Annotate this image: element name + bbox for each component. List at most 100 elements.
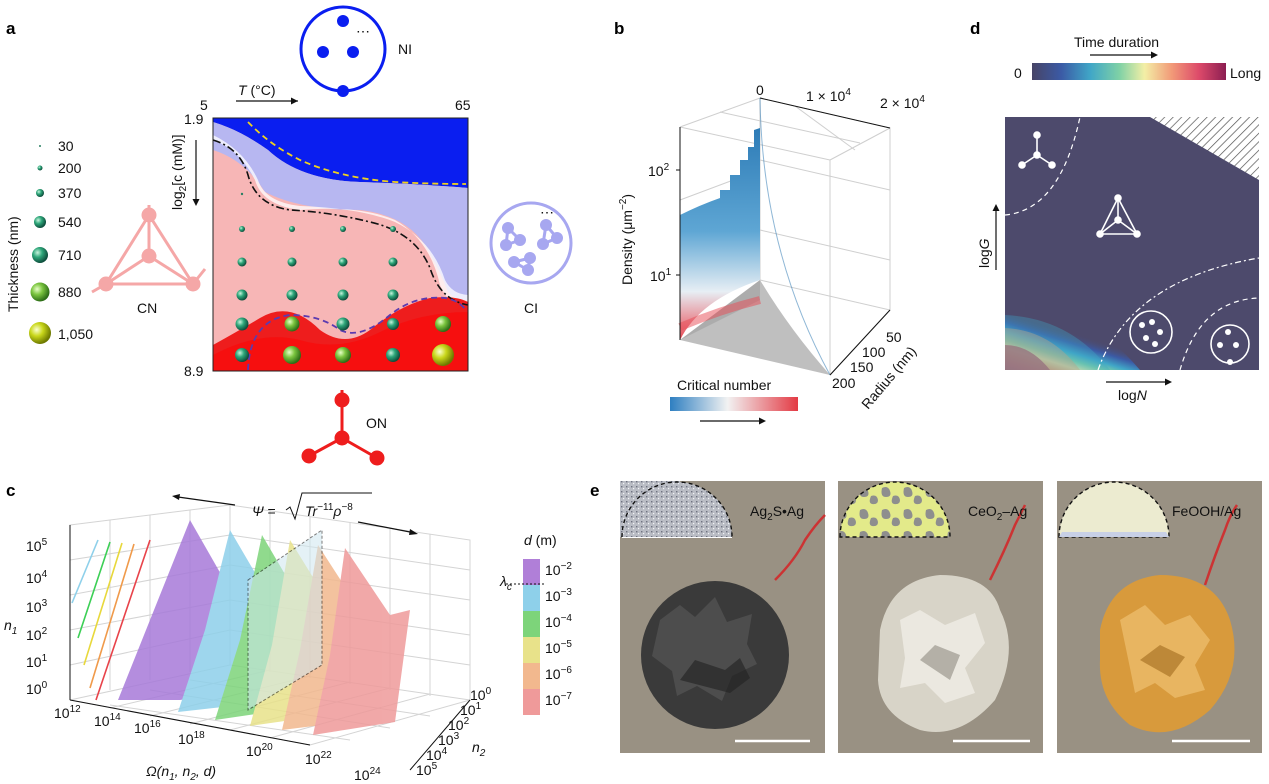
- omega-tick: 1014: [94, 712, 121, 729]
- thickness-value: 540: [58, 214, 82, 230]
- time-duration-colorbar: [1032, 63, 1226, 80]
- top-tick: 1 × 104: [806, 87, 851, 104]
- phase-diagram: [212, 117, 469, 372]
- d-legend-value: 10−6: [545, 665, 572, 682]
- island-network-icon: [1129, 310, 1173, 354]
- omega-tick: 1024: [354, 766, 381, 783]
- thickness-value: 30: [58, 138, 74, 154]
- panel-d: d Time duration 0 Long: [970, 19, 1261, 403]
- omega-tick: 1012: [54, 704, 81, 721]
- sample-photo-ceo2: CeO2–Ag: [838, 481, 1043, 753]
- d-legend-value: 10−7: [545, 691, 572, 708]
- conc-axis-title: log2[c (mM)]: [169, 134, 189, 210]
- ni-phase-icon: ⋯ NI: [299, 5, 412, 97]
- n1-tick: 101: [26, 653, 48, 670]
- svg-text:⋯: ⋯: [540, 204, 554, 220]
- sample-label: Ag2S•Ag: [750, 503, 804, 523]
- svg-text:Tr−11ρ−8: Tr−11ρ−8: [305, 502, 353, 519]
- on-label: ON: [366, 415, 387, 431]
- n2-tick: 100: [470, 686, 492, 703]
- n2-axis-title: n2: [472, 739, 486, 759]
- panel-a-letter: a: [6, 19, 16, 38]
- d-legend: d (m) λc 10−2 10−3 10−4 10−5 10−6 10−7: [499, 532, 572, 715]
- panel-a: a: [5, 5, 573, 466]
- omega-axis: 1012 1014 1016 1018 1020 1022 1024 Ω(n1,…: [54, 699, 381, 783]
- sheet-d-1e-7: [313, 548, 410, 735]
- n1-tick: 104: [26, 569, 48, 586]
- omega-tick: 1020: [246, 742, 273, 759]
- temp-min-label: 5: [200, 97, 208, 113]
- ci-phase-icon: ⋯ CI: [489, 201, 573, 316]
- temp-axis-title: T (°C): [238, 82, 276, 98]
- sample-label: FeOOH/Ag: [1172, 503, 1241, 519]
- thickness-legend: 30 200 370 540 710 880 1,050: [29, 138, 93, 344]
- thickness-value: 370: [58, 185, 82, 201]
- omega-tick: 1022: [305, 750, 332, 767]
- critical-number-colorbar: [670, 397, 798, 411]
- radius-tick: 150: [850, 359, 874, 375]
- time-min-label: 0: [1014, 65, 1022, 81]
- panel-c-letter: c: [6, 481, 15, 500]
- d-legend-value: 10−3: [545, 587, 572, 604]
- omega-axis-title: Ω(n1, n2, d): [146, 763, 216, 783]
- thickness-value: 200: [58, 160, 82, 176]
- d-legend-title: d (m): [524, 532, 557, 548]
- density-staircase-surface: [680, 98, 760, 340]
- radius-tick: 200: [832, 375, 856, 391]
- time-map-rainbow: [1005, 300, 1140, 370]
- panel-e-letter: e: [590, 481, 599, 500]
- radius-tick: 100: [862, 344, 886, 360]
- thickness-spheres: [235, 192, 454, 366]
- ci-label: CI: [524, 300, 538, 316]
- d-legend-value: 10−5: [545, 639, 572, 656]
- conc-max-label: 8.9: [184, 363, 204, 379]
- n2-tick: 102: [448, 716, 470, 733]
- critical-surface: [680, 280, 830, 375]
- n1-tick: 103: [26, 598, 48, 615]
- forbidden-region: [1150, 117, 1259, 180]
- n1-tick: 105: [26, 537, 48, 554]
- panel-c: c: [4, 481, 572, 783]
- top-tick: 0: [756, 82, 764, 98]
- n2-tick: 101: [460, 701, 482, 718]
- svg-text:⋯: ⋯: [356, 23, 370, 39]
- omega-tick: 1016: [134, 719, 161, 736]
- network-icon: [1096, 194, 1141, 238]
- time-duration-title: Time duration: [1074, 34, 1159, 50]
- omega-tick: 1018: [178, 730, 205, 747]
- boundary-lines: [71, 539, 151, 701]
- critical-number-title: Critical number: [677, 377, 771, 393]
- sample-photo-feooh: FeOOH/Ag: [1057, 481, 1262, 753]
- d-legend-value: 10−2: [545, 561, 572, 578]
- sample-photo-ag2s: Ag2S•Ag: [620, 481, 826, 753]
- n2-tick: 104: [426, 746, 448, 763]
- radius-tick: 50: [886, 329, 902, 345]
- ni-label: NI: [398, 41, 412, 57]
- panel-b-letter: b: [614, 19, 624, 38]
- cn-label: CN: [137, 300, 157, 316]
- critical-plane: [247, 529, 323, 711]
- log-n-axis-title: logN: [1118, 387, 1148, 403]
- density-tick: 101: [650, 267, 672, 284]
- n1-tick: 100: [26, 680, 48, 697]
- thickness-value: 1,050: [58, 326, 93, 342]
- sample-label: CeO2–Ag: [968, 503, 1027, 523]
- log-g-axis-title: logG: [976, 238, 992, 268]
- n1-tick: 102: [26, 626, 48, 643]
- thickness-value: 880: [58, 284, 82, 300]
- top-tick: 2 × 104: [880, 94, 925, 111]
- panel-b: b 102 101 Density (μm−2): [614, 19, 925, 425]
- density-tick: 102: [648, 162, 670, 179]
- n2-tick: 103: [438, 731, 460, 748]
- temp-max-label: 65: [455, 97, 471, 113]
- psi-formula: Ψ = Tr−11ρ−8: [172, 492, 418, 535]
- n1-axis-title: n1: [4, 617, 17, 637]
- thickness-value: 710: [58, 247, 82, 263]
- lambda-c-label: λc: [499, 573, 512, 593]
- node-icon: [1018, 131, 1056, 169]
- isolated-icon: [1210, 324, 1250, 365]
- time-max-label: Long: [1230, 65, 1261, 81]
- svg-text:Ψ =: Ψ =: [252, 503, 276, 519]
- cn-phase-icon: [91, 205, 207, 294]
